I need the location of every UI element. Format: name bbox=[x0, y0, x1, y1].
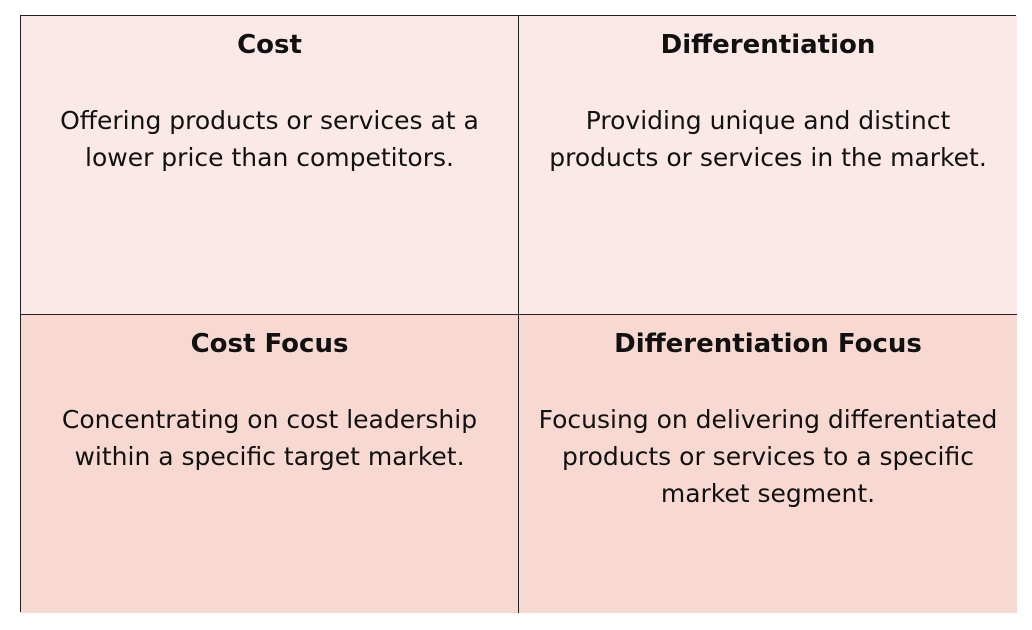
quadrant-title: Differentiation Focus bbox=[614, 329, 922, 359]
quadrant-differentiation: Differentiation Providing unique and dis… bbox=[519, 16, 1017, 315]
quadrant-differentiation-focus: Differentiation Focus Focusing on delive… bbox=[519, 315, 1017, 613]
quadrant-title: Cost bbox=[237, 30, 302, 60]
quadrant-description: Providing unique and distinct products o… bbox=[549, 106, 987, 172]
quadrant-cost: Cost Offering products or services at a … bbox=[21, 16, 519, 315]
quadrant-description: Focusing on delivering differentiated pr… bbox=[538, 405, 998, 508]
quadrant-cost-focus: Cost Focus Concentrating on cost leaders… bbox=[21, 315, 519, 613]
quadrant-title: Differentiation bbox=[660, 30, 876, 60]
quadrant-description: Concentrating on cost leadership within … bbox=[61, 405, 478, 471]
quadrant-title: Cost Focus bbox=[190, 329, 349, 359]
quadrant-description: Offering products or services at a lower… bbox=[60, 106, 479, 172]
strategy-matrix: Cost Offering products or services at a … bbox=[20, 15, 1017, 613]
